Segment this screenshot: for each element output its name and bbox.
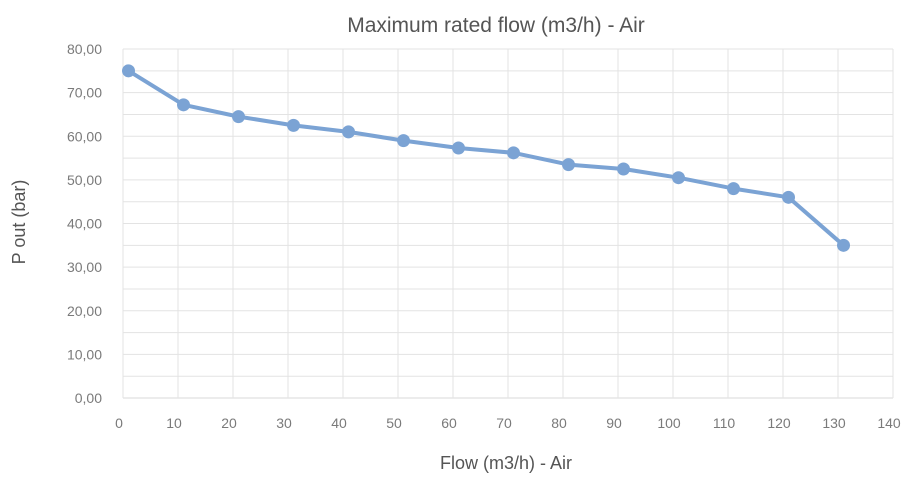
data-point — [727, 182, 740, 196]
x-axis-title: Flow (m3/h) - Air — [440, 453, 572, 473]
y-tick-label: 0,00 — [75, 390, 102, 406]
y-tick-label: 20,00 — [67, 303, 102, 319]
y-axis-ticks: 0,00 10,00 20,00 30,00 40,00 50,00 60,00 70,00 8… — [67, 41, 102, 406]
x-tick-label: 110 — [713, 415, 736, 431]
data-point — [342, 125, 355, 139]
data-point — [287, 118, 300, 132]
x-tick-label: 80 — [551, 415, 567, 431]
x-tick-label: 20 — [221, 415, 237, 431]
x-tick-label: 120 — [767, 415, 791, 431]
x-tick-label: 90 — [606, 415, 622, 431]
x-tick-label: 0 — [115, 415, 123, 431]
y-tick-label: 80,00 — [67, 41, 102, 57]
y-tick-label: 70,00 — [67, 85, 102, 101]
y-tick-label: 60,00 — [67, 128, 102, 144]
data-point — [452, 141, 465, 155]
series-line — [126, 68, 846, 248]
data-point — [782, 190, 795, 204]
x-tick-label: 50 — [386, 415, 402, 431]
y-tick-label: 40,00 — [67, 216, 102, 232]
x-tick-label: 40 — [331, 415, 347, 431]
y-tick-label: 50,00 — [67, 172, 102, 188]
data-point — [837, 238, 850, 252]
x-tick-label: 60 — [441, 415, 457, 431]
data-point — [397, 134, 410, 148]
data-point — [507, 146, 520, 160]
x-tick-label: 100 — [657, 415, 681, 431]
chart-title: Maximum rated flow (m3/h) - Air — [347, 14, 645, 37]
grid-lines — [122, 48, 894, 399]
y-tick-label: 30,00 — [67, 259, 102, 275]
data-point — [232, 110, 245, 124]
x-tick-label: 140 — [877, 415, 901, 431]
data-point — [562, 158, 575, 172]
y-axis-title: P out (bar) — [9, 180, 29, 265]
x-tick-label: 30 — [276, 415, 292, 431]
data-point — [177, 98, 190, 112]
x-tick-label: 10 — [166, 415, 182, 431]
series-group — [122, 64, 850, 252]
x-axis-ticks: 0 10 20 30 40 50 60 70 80 90 100 110 120 130 140 — [115, 415, 901, 431]
x-tick-label: 70 — [496, 415, 512, 431]
data-point — [672, 171, 685, 185]
data-point — [122, 64, 135, 78]
y-tick-label: 10,00 — [67, 346, 102, 362]
data-point — [617, 162, 630, 176]
x-tick-label: 130 — [822, 415, 846, 431]
